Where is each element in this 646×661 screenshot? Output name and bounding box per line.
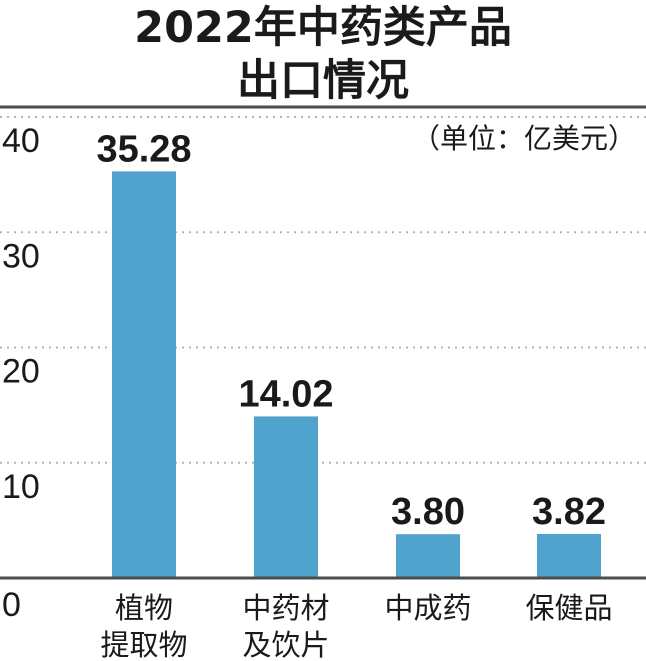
chart-title-line: 2022年中药类产品 [134,3,512,53]
bars [112,171,601,578]
bar [396,534,460,578]
data-label: 3.80 [391,491,465,533]
category-label: 提取物 [100,628,187,661]
y-axis-ticks: 0 10 20 30 40 [2,122,40,624]
category-label: 中药材 [242,591,329,625]
unit-label: （单位：亿美元） [412,122,636,155]
y-tick-label: 0 [2,586,21,624]
data-label: 14.02 [238,373,333,415]
category-label: 及饮片 [242,628,329,661]
bar [537,533,601,578]
category-label: 植物 [115,591,173,625]
data-label: 35.28 [96,128,191,170]
data-label: 3.82 [532,491,606,533]
y-tick-label: 10 [2,468,40,506]
category-label: 中成药 [384,591,471,625]
bar [254,416,318,578]
bar [112,171,176,578]
y-tick-label: 40 [2,122,40,160]
y-tick-label: 20 [2,353,40,391]
category-label: 保健品 [525,591,612,625]
gridlines [0,116,646,464]
chart-title-line: 出口情况 [237,56,409,106]
y-tick-label: 30 [2,237,40,275]
value-labels: 35.28 14.02 3.80 3.82 [96,128,606,533]
